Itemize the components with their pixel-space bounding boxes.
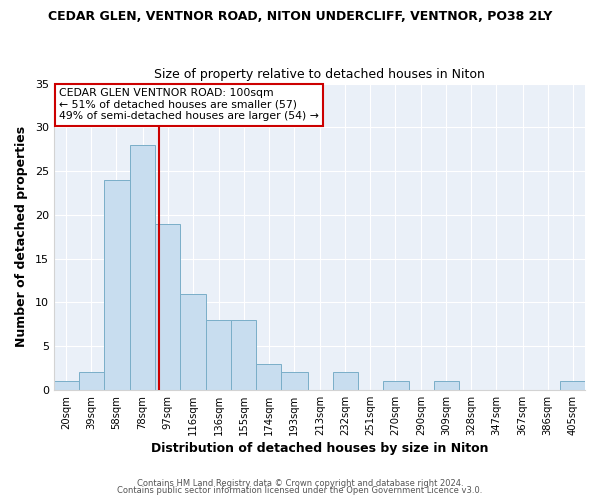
Bar: [332, 372, 358, 390]
X-axis label: Distribution of detached houses by size in Niton: Distribution of detached houses by size …: [151, 442, 488, 455]
Y-axis label: Number of detached properties: Number of detached properties: [15, 126, 28, 347]
Bar: [434, 381, 459, 390]
Bar: [281, 372, 308, 390]
Bar: [383, 381, 409, 390]
Text: CEDAR GLEN VENTNOR ROAD: 100sqm
← 51% of detached houses are smaller (57)
49% of: CEDAR GLEN VENTNOR ROAD: 100sqm ← 51% of…: [59, 88, 319, 122]
Bar: [155, 224, 180, 390]
Bar: [256, 364, 281, 390]
Bar: [130, 145, 155, 390]
Text: Contains HM Land Registry data © Crown copyright and database right 2024.: Contains HM Land Registry data © Crown c…: [137, 478, 463, 488]
Text: CEDAR GLEN, VENTNOR ROAD, NITON UNDERCLIFF, VENTNOR, PO38 2LY: CEDAR GLEN, VENTNOR ROAD, NITON UNDERCLI…: [48, 10, 552, 23]
Bar: [180, 294, 206, 390]
Text: Contains public sector information licensed under the Open Government Licence v3: Contains public sector information licen…: [118, 486, 482, 495]
Bar: [232, 320, 256, 390]
Bar: [79, 372, 104, 390]
Bar: [104, 180, 130, 390]
Bar: [206, 320, 232, 390]
Bar: [54, 381, 79, 390]
Bar: [560, 381, 585, 390]
Title: Size of property relative to detached houses in Niton: Size of property relative to detached ho…: [154, 68, 485, 81]
